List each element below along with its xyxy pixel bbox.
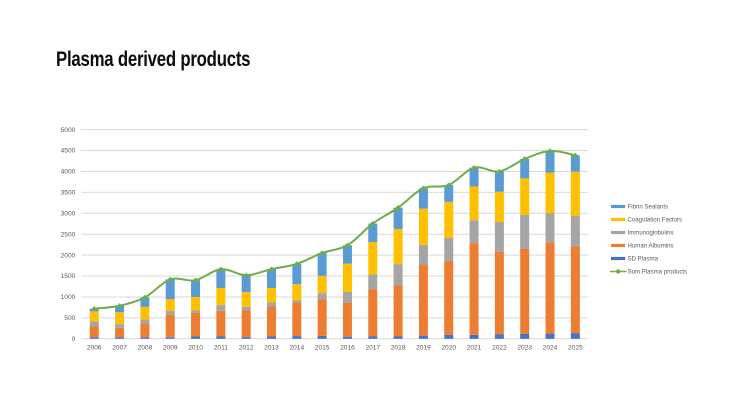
svg-text:SD Plasma: SD Plasma — [628, 256, 659, 263]
svg-text:3500: 3500 — [61, 190, 76, 197]
svg-text:2010: 2010 — [188, 345, 203, 352]
svg-text:Immunoglobulins: Immunoglobulins — [628, 230, 674, 237]
svg-text:2024: 2024 — [543, 345, 558, 352]
svg-text:2020: 2020 — [441, 345, 456, 352]
svg-text:3000: 3000 — [61, 210, 76, 217]
svg-text:0: 0 — [72, 336, 76, 343]
svg-text:2015: 2015 — [315, 345, 330, 352]
svg-text:2022: 2022 — [492, 345, 507, 352]
svg-text:2014: 2014 — [289, 345, 304, 352]
svg-text:Fibrin Sealants: Fibrin Sealants — [628, 204, 669, 211]
svg-text:Coagulation Factors: Coagulation Factors — [628, 217, 683, 224]
svg-text:2008: 2008 — [138, 345, 153, 352]
svg-text:1500: 1500 — [61, 273, 76, 280]
svg-text:2017: 2017 — [365, 345, 380, 352]
svg-text:1000: 1000 — [61, 294, 76, 301]
svg-text:2006: 2006 — [87, 345, 102, 352]
svg-text:4500: 4500 — [61, 148, 76, 155]
svg-text:2019: 2019 — [416, 345, 431, 352]
svg-text:500: 500 — [64, 315, 75, 322]
svg-text:2500: 2500 — [61, 231, 76, 238]
svg-text:5000: 5000 — [61, 127, 76, 134]
svg-text:Sum Plasma products: Sum Plasma products — [628, 269, 688, 276]
svg-text:2009: 2009 — [163, 345, 178, 352]
svg-text:2018: 2018 — [391, 345, 406, 352]
svg-text:Human Albumins: Human Albumins — [628, 243, 674, 250]
svg-text:2025: 2025 — [568, 345, 583, 352]
svg-text:2023: 2023 — [517, 345, 532, 352]
svg-text:2000: 2000 — [61, 252, 76, 259]
svg-text:2013: 2013 — [264, 345, 279, 352]
svg-text:2016: 2016 — [340, 345, 355, 352]
svg-text:2021: 2021 — [467, 345, 482, 352]
svg-text:2007: 2007 — [112, 345, 127, 352]
svg-text:4000: 4000 — [61, 169, 76, 176]
svg-text:2011: 2011 — [214, 345, 229, 352]
svg-text:2012: 2012 — [239, 345, 254, 352]
